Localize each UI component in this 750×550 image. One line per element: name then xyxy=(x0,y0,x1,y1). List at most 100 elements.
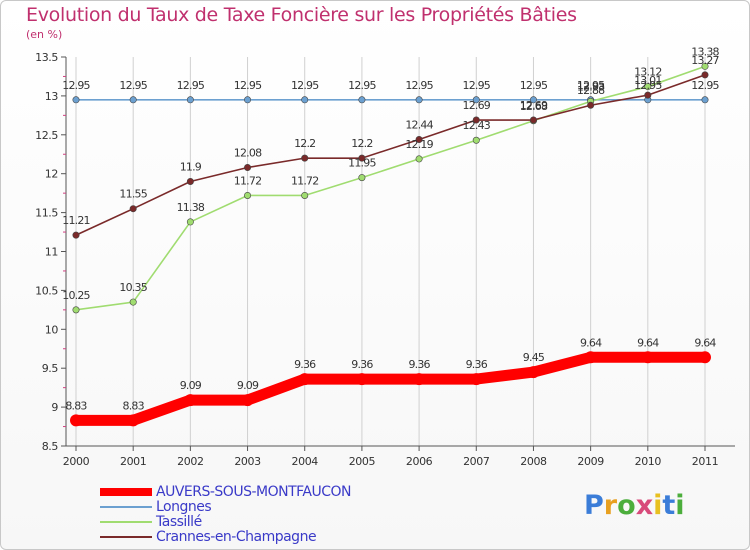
data-point xyxy=(584,351,597,364)
data-label: 12.95 xyxy=(234,79,262,92)
x-tick-label: 2008 xyxy=(520,455,547,468)
data-point xyxy=(72,306,80,314)
data-point xyxy=(358,154,366,162)
data-point xyxy=(472,116,480,124)
data-point xyxy=(127,414,140,427)
data-point xyxy=(701,71,709,79)
data-label: 12.69 xyxy=(520,99,548,112)
y-tick-label: 9.5 xyxy=(42,362,59,375)
data-label: 12.95 xyxy=(62,79,90,92)
data-label: 12.95 xyxy=(291,79,319,92)
data-point xyxy=(415,96,423,104)
data-point xyxy=(644,91,652,99)
legend-item: AUVERS-SOUS-MONTFAUCON xyxy=(100,484,400,500)
data-label: 9.64 xyxy=(694,336,716,349)
data-label: 12.19 xyxy=(405,138,433,151)
logo-letter: P xyxy=(584,490,604,521)
y-tick-label: 10.5 xyxy=(35,284,58,297)
data-point xyxy=(186,218,194,226)
data-label: 9.36 xyxy=(351,358,373,371)
data-point xyxy=(644,83,652,91)
legend-label: Crannes-en-Champagne xyxy=(156,529,317,545)
data-label: 10.25 xyxy=(62,289,90,302)
data-label: 12.95 xyxy=(119,79,147,92)
data-label: 12.95 xyxy=(520,79,548,92)
data-label: 12.88 xyxy=(577,84,605,97)
data-point xyxy=(472,136,480,144)
data-point xyxy=(527,366,540,379)
legend-label: Longnes xyxy=(156,499,212,515)
data-label: 11.38 xyxy=(177,201,205,214)
y-tick-label: 11.5 xyxy=(35,207,58,220)
data-point xyxy=(358,174,366,182)
data-point xyxy=(244,163,252,171)
data-label: 12.68 xyxy=(520,100,548,113)
x-tick-label: 2006 xyxy=(406,455,433,468)
x-tick-label: 2000 xyxy=(63,455,90,468)
data-label: 11.72 xyxy=(234,174,262,187)
data-point xyxy=(472,96,480,104)
x-tick-label: 2011 xyxy=(692,455,718,468)
data-label: 12.2 xyxy=(294,137,315,150)
data-point xyxy=(129,205,137,213)
data-point xyxy=(641,351,654,364)
data-label: 11.95 xyxy=(348,157,376,170)
data-point xyxy=(301,191,309,199)
data-point xyxy=(413,373,426,386)
data-label: 12.44 xyxy=(405,118,433,131)
data-point xyxy=(70,414,82,427)
data-label: 11.21 xyxy=(62,214,90,227)
data-label: 12.95 xyxy=(577,79,605,92)
data-label: 9.09 xyxy=(237,379,259,392)
data-point xyxy=(244,191,252,199)
data-label: 12.43 xyxy=(463,119,491,132)
data-label: 13.27 xyxy=(691,54,719,67)
data-point xyxy=(241,394,254,407)
data-label: 12.95 xyxy=(691,79,719,92)
data-label: 9.36 xyxy=(408,358,430,371)
logo-letter: i xyxy=(675,490,685,521)
y-tick-label: 12 xyxy=(45,168,58,181)
unit-label: (en %) xyxy=(26,28,63,41)
data-label: 12.95 xyxy=(634,79,662,92)
data-point xyxy=(184,394,197,407)
data-point xyxy=(186,177,194,185)
x-tick-label: 2002 xyxy=(177,455,203,468)
y-tick-label: 10 xyxy=(45,323,59,336)
data-point xyxy=(301,154,309,162)
data-label: 9.64 xyxy=(580,336,602,349)
series-line xyxy=(70,351,711,426)
legend-swatch xyxy=(100,488,152,496)
y-tick-label: 9 xyxy=(51,401,58,414)
data-point xyxy=(701,96,709,104)
data-point xyxy=(298,373,311,386)
data-label: 12.95 xyxy=(463,79,491,92)
data-label: 11.55 xyxy=(119,188,147,201)
data-point xyxy=(415,135,423,143)
x-tick-label: 2001 xyxy=(120,455,146,468)
legend-swatch xyxy=(100,506,152,508)
x-tick-label: 2007 xyxy=(463,455,490,468)
data-label: 12.2 xyxy=(351,137,372,150)
y-tick-label: 13 xyxy=(45,90,59,103)
data-label: 8.83 xyxy=(123,399,145,412)
data-label: 12.93 xyxy=(577,80,605,93)
data-point xyxy=(701,62,709,70)
data-label: 9.64 xyxy=(637,336,659,349)
data-label: 13.12 xyxy=(634,66,662,79)
logo-letter: x xyxy=(635,490,654,521)
y-tick-label: 12.5 xyxy=(35,129,58,142)
data-label: 12.95 xyxy=(177,79,205,92)
data-point xyxy=(129,96,137,104)
logo-letter: i xyxy=(653,490,663,521)
data-label: 13.01 xyxy=(634,74,662,87)
x-tick-label: 2003 xyxy=(234,455,261,468)
data-label: 9.45 xyxy=(523,351,545,364)
data-label: 12.69 xyxy=(463,99,491,112)
y-tick-label: 13.5 xyxy=(35,51,58,64)
data-label: 12.08 xyxy=(234,146,262,159)
series-line xyxy=(75,74,706,236)
logo-letter: o xyxy=(617,490,636,521)
data-point xyxy=(415,155,423,163)
